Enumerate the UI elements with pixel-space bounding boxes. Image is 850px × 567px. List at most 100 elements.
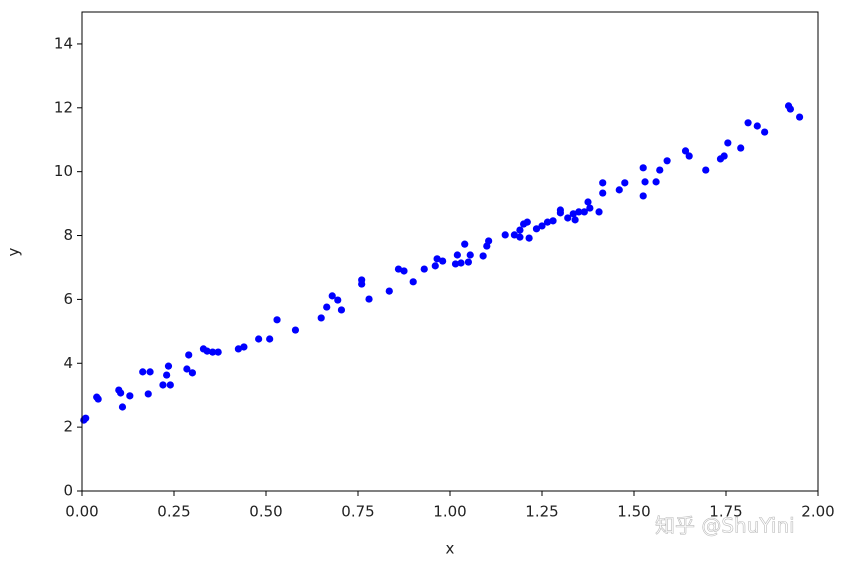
point [334,296,342,304]
point [214,348,222,356]
point [166,381,174,389]
point [365,295,373,303]
point [538,222,546,230]
point [479,252,487,260]
point [663,157,671,165]
point [439,257,447,265]
point [457,259,465,267]
point [394,265,403,273]
point [595,208,603,216]
point [94,395,102,403]
point [615,186,623,194]
point [641,178,649,186]
point [164,362,173,370]
y-tick-label: 8 [63,226,73,244]
y-tick-label: 6 [63,290,73,308]
point [328,292,336,300]
y-tick-label: 10 [54,162,73,180]
point [255,335,263,343]
point [183,365,191,373]
point [464,258,472,266]
point [139,368,147,376]
x-tick-label: 0.00 [65,503,98,521]
x-tick-label: 1.25 [525,503,558,521]
point [400,267,408,275]
point [323,303,331,311]
point [549,217,557,225]
point [744,119,752,127]
point [185,351,193,359]
point [144,390,152,398]
point [685,152,693,160]
point [639,192,647,200]
plot-frame [81,11,819,492]
point [188,369,196,377]
x-tick-label: 0.75 [341,503,374,521]
point [337,306,346,314]
point [796,113,804,121]
point [163,371,171,379]
y-tick-label: 12 [54,98,73,116]
y-tick-label: 2 [63,418,73,436]
point [599,189,607,197]
point [523,218,531,226]
point [720,152,728,160]
point [501,231,509,239]
point [543,218,552,226]
point [571,216,579,224]
point [510,231,518,239]
point [358,280,366,288]
point [118,403,127,411]
point [126,392,134,400]
point [117,389,125,397]
x-tick-label: 1.75 [709,503,742,521]
x-tick-label: 1.50 [617,503,650,521]
point [82,414,90,422]
point [525,234,533,242]
point [516,226,524,234]
point [146,368,154,376]
point [737,144,745,152]
point [639,164,647,172]
point [266,335,274,343]
point [159,381,167,389]
x-tick-label: 1.00 [433,503,466,521]
y-tick-label: 14 [54,34,73,52]
point [291,326,300,334]
point [575,208,583,216]
point [240,343,248,351]
point [385,287,393,295]
point [420,265,428,273]
y-tick-label: 0 [63,482,73,500]
point [786,105,795,113]
point [203,347,211,355]
point [702,166,710,174]
point [621,179,629,187]
point [431,262,439,270]
point [273,316,281,324]
point [209,348,217,356]
point [586,204,594,212]
y-axis-label: y [5,247,23,256]
y-tick-label: 4 [63,354,73,372]
point [532,225,541,233]
point [681,147,690,155]
point [409,278,417,286]
watermark: 知乎 @ShuYini [655,514,795,538]
point [753,122,761,130]
point [317,314,325,322]
point [556,209,565,217]
point [485,237,493,245]
point [564,214,572,222]
point [584,198,592,206]
x-tick-label: 0.25 [157,503,190,521]
x-axis-label: x [446,540,455,558]
point [466,251,474,259]
point [569,210,577,218]
point [516,233,524,241]
point [724,139,732,147]
x-tick-label: 2.00 [801,503,834,521]
point [652,178,660,186]
point [599,179,607,187]
